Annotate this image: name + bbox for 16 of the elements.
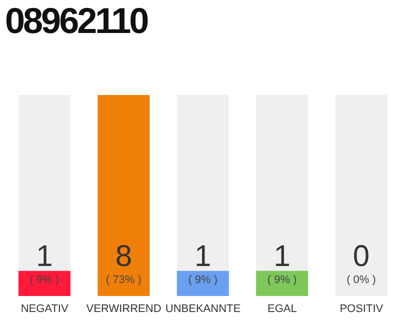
x-tick-label: EGAL [268, 302, 297, 315]
chart-title: 08962110 [5, 0, 148, 42]
annotation: ( 73% ) [106, 274, 142, 286]
x-tick-label: VERWIRREND [86, 302, 162, 315]
data-label: 8 [115, 240, 132, 273]
annotation: ( 0% ) [346, 274, 376, 286]
data-label: 1 [274, 240, 290, 273]
annotation: ( 9% ) [188, 274, 218, 286]
annotation: ( 9% ) [267, 274, 297, 286]
data-label: 1 [36, 240, 53, 273]
data-label: 0 [352, 240, 370, 273]
data-label: 1 [194, 240, 212, 273]
x-tick-label: UNBEKANNTE [165, 302, 241, 315]
x-tick-label: POSITIV [340, 302, 384, 315]
x-tick-label: NEGATIV [20, 302, 69, 315]
annotation: ( 9% ) [30, 274, 60, 286]
